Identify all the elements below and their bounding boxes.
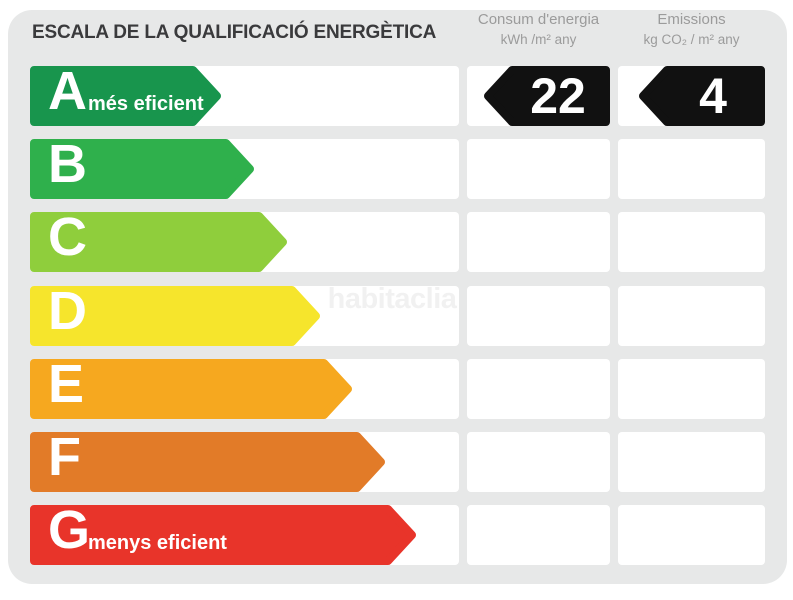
rating-track-f: F (30, 427, 459, 492)
rating-row-e: E (0, 354, 793, 419)
rating-note-least-efficient: menys eficient (88, 532, 227, 554)
rating-arrow-g-icon (30, 505, 416, 565)
rating-track-g: G menys eficient (30, 500, 459, 565)
rating-letter-b: B (48, 134, 87, 194)
consumption-cell-a: 22 (467, 66, 610, 126)
rating-row-d: D (0, 281, 793, 346)
rating-track-d: D (30, 281, 459, 346)
emissions-cell-a: 4 (618, 66, 765, 126)
rating-arrow-f-icon (30, 432, 385, 492)
rating-track-e: E (30, 354, 459, 419)
emissions-cell-e (618, 359, 765, 419)
consumption-value: 22 (530, 68, 586, 124)
emissions-column-header: Emissions kg CO₂ / m² any (618, 10, 765, 49)
emissions-column-unit: kg CO₂ / m² any (643, 32, 740, 47)
rating-track-a: A més eficient (30, 61, 459, 126)
rating-track-c: C (30, 207, 459, 272)
rating-letter-f: F (48, 427, 81, 487)
rating-letter-e: E (48, 354, 85, 414)
consumption-cell-b (467, 139, 610, 199)
emissions-cell-b (618, 139, 765, 199)
consumption-column-unit: kWh /m² any (500, 32, 577, 47)
consumption-column-title: Consum d'energia (477, 11, 600, 28)
consumption-cell-g (467, 505, 610, 565)
rating-arrow-e-icon (30, 359, 352, 419)
emissions-cell-d (618, 286, 765, 346)
emissions-cell-g (618, 505, 765, 565)
rating-letter-g: G (48, 500, 91, 560)
consumption-cell-d (467, 286, 610, 346)
rating-row-a: A més eficient 22 4 (0, 61, 793, 126)
emissions-value: 4 (699, 68, 727, 124)
emissions-cell-f (618, 432, 765, 492)
rating-row-g: G menys eficient (0, 500, 793, 565)
rating-row-c: C (0, 207, 793, 272)
consumption-cell-e (467, 359, 610, 419)
rating-letter-d: D (48, 281, 87, 341)
rating-note-most-efficient: més eficient (88, 93, 204, 115)
rating-arrow-c-icon (30, 212, 287, 272)
emissions-value-marker: 4 (639, 66, 765, 126)
page-title: ESCALA DE LA QUALIFICACIÓ ENERGÈTICA (32, 22, 437, 43)
rating-arrow-a-icon (30, 66, 221, 126)
consumption-cell-f (467, 432, 610, 492)
left-arrow-marker-icon (484, 66, 610, 126)
emissions-column-title: Emissions (657, 11, 726, 28)
emissions-cell-c (618, 212, 765, 272)
consumption-cell-c (467, 212, 610, 272)
rating-arrow-d-icon (30, 286, 320, 346)
rating-arrow-b-icon (30, 139, 254, 199)
rating-letter-c: C (48, 207, 87, 267)
rating-track-b: B (30, 134, 459, 199)
consumption-value-marker: 22 (484, 66, 610, 126)
consumption-column-header: Consum d'energia kWh /m² any (467, 10, 610, 49)
left-arrow-marker-icon (639, 66, 765, 126)
rating-row-f: F (0, 427, 793, 492)
rating-letter-a: A (48, 61, 87, 121)
rating-row-b: B (0, 134, 793, 199)
